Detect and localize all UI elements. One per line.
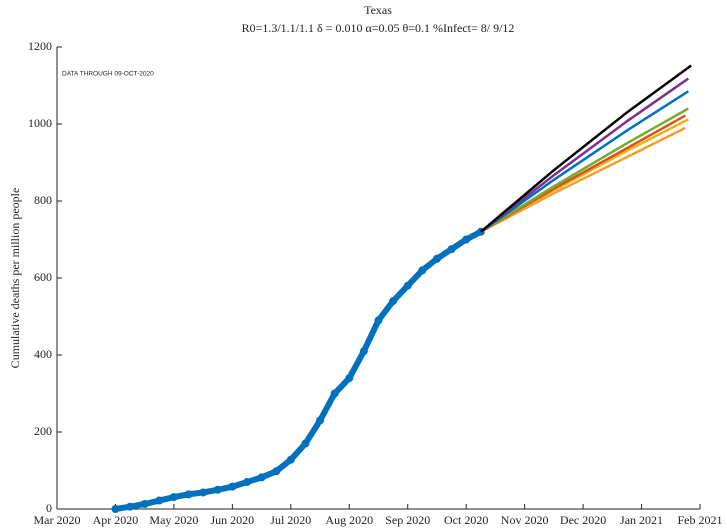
projection-line	[480, 90, 689, 233]
x-tick-label: Dec 2020	[560, 513, 606, 527]
chart-title: Texas	[364, 3, 392, 17]
x-tick-label: Sep 2020	[385, 513, 430, 527]
y-tick-label: 200	[34, 424, 52, 438]
x-tick-label: Jan 2021	[620, 513, 663, 527]
y-tick-label: 1000	[28, 116, 52, 130]
chart-subtitle: R0=1.3/1.1/1.1 δ = 0.010 α=0.05 θ=0.1 %I…	[242, 21, 515, 35]
x-tick-label: Feb 2021	[678, 513, 723, 527]
projection-line	[480, 118, 689, 233]
x-tick-label: Mar 2020	[34, 513, 81, 527]
x-tick-label: Jul 2020	[270, 513, 311, 527]
annotation: DATA THROUGH 09-OCT-2020	[62, 71, 154, 78]
x-tick-label: Oct 2020	[444, 513, 488, 527]
projection-line	[480, 107, 689, 233]
x-tick-label: Jun 2020	[211, 513, 255, 527]
x-tick-label: May 2020	[149, 513, 198, 527]
projection-line	[480, 77, 690, 233]
x-tick-label: Aug 2020	[325, 513, 373, 527]
x-tick-label: Nov 2020	[501, 513, 549, 527]
y-tick-label: 800	[34, 193, 52, 207]
data-line	[114, 229, 483, 512]
projection-line	[480, 114, 686, 233]
y-tick-label: 400	[34, 347, 52, 361]
y-tick-label: 1200	[28, 39, 52, 53]
y-axis-label: Cumulative deaths per million people	[8, 188, 22, 369]
projection-line	[479, 64, 692, 233]
projection-line	[480, 126, 686, 233]
y-tick-label: 0	[46, 501, 52, 515]
y-tick-label: 600	[34, 270, 52, 284]
x-tick-label: Apr 2020	[93, 513, 139, 527]
